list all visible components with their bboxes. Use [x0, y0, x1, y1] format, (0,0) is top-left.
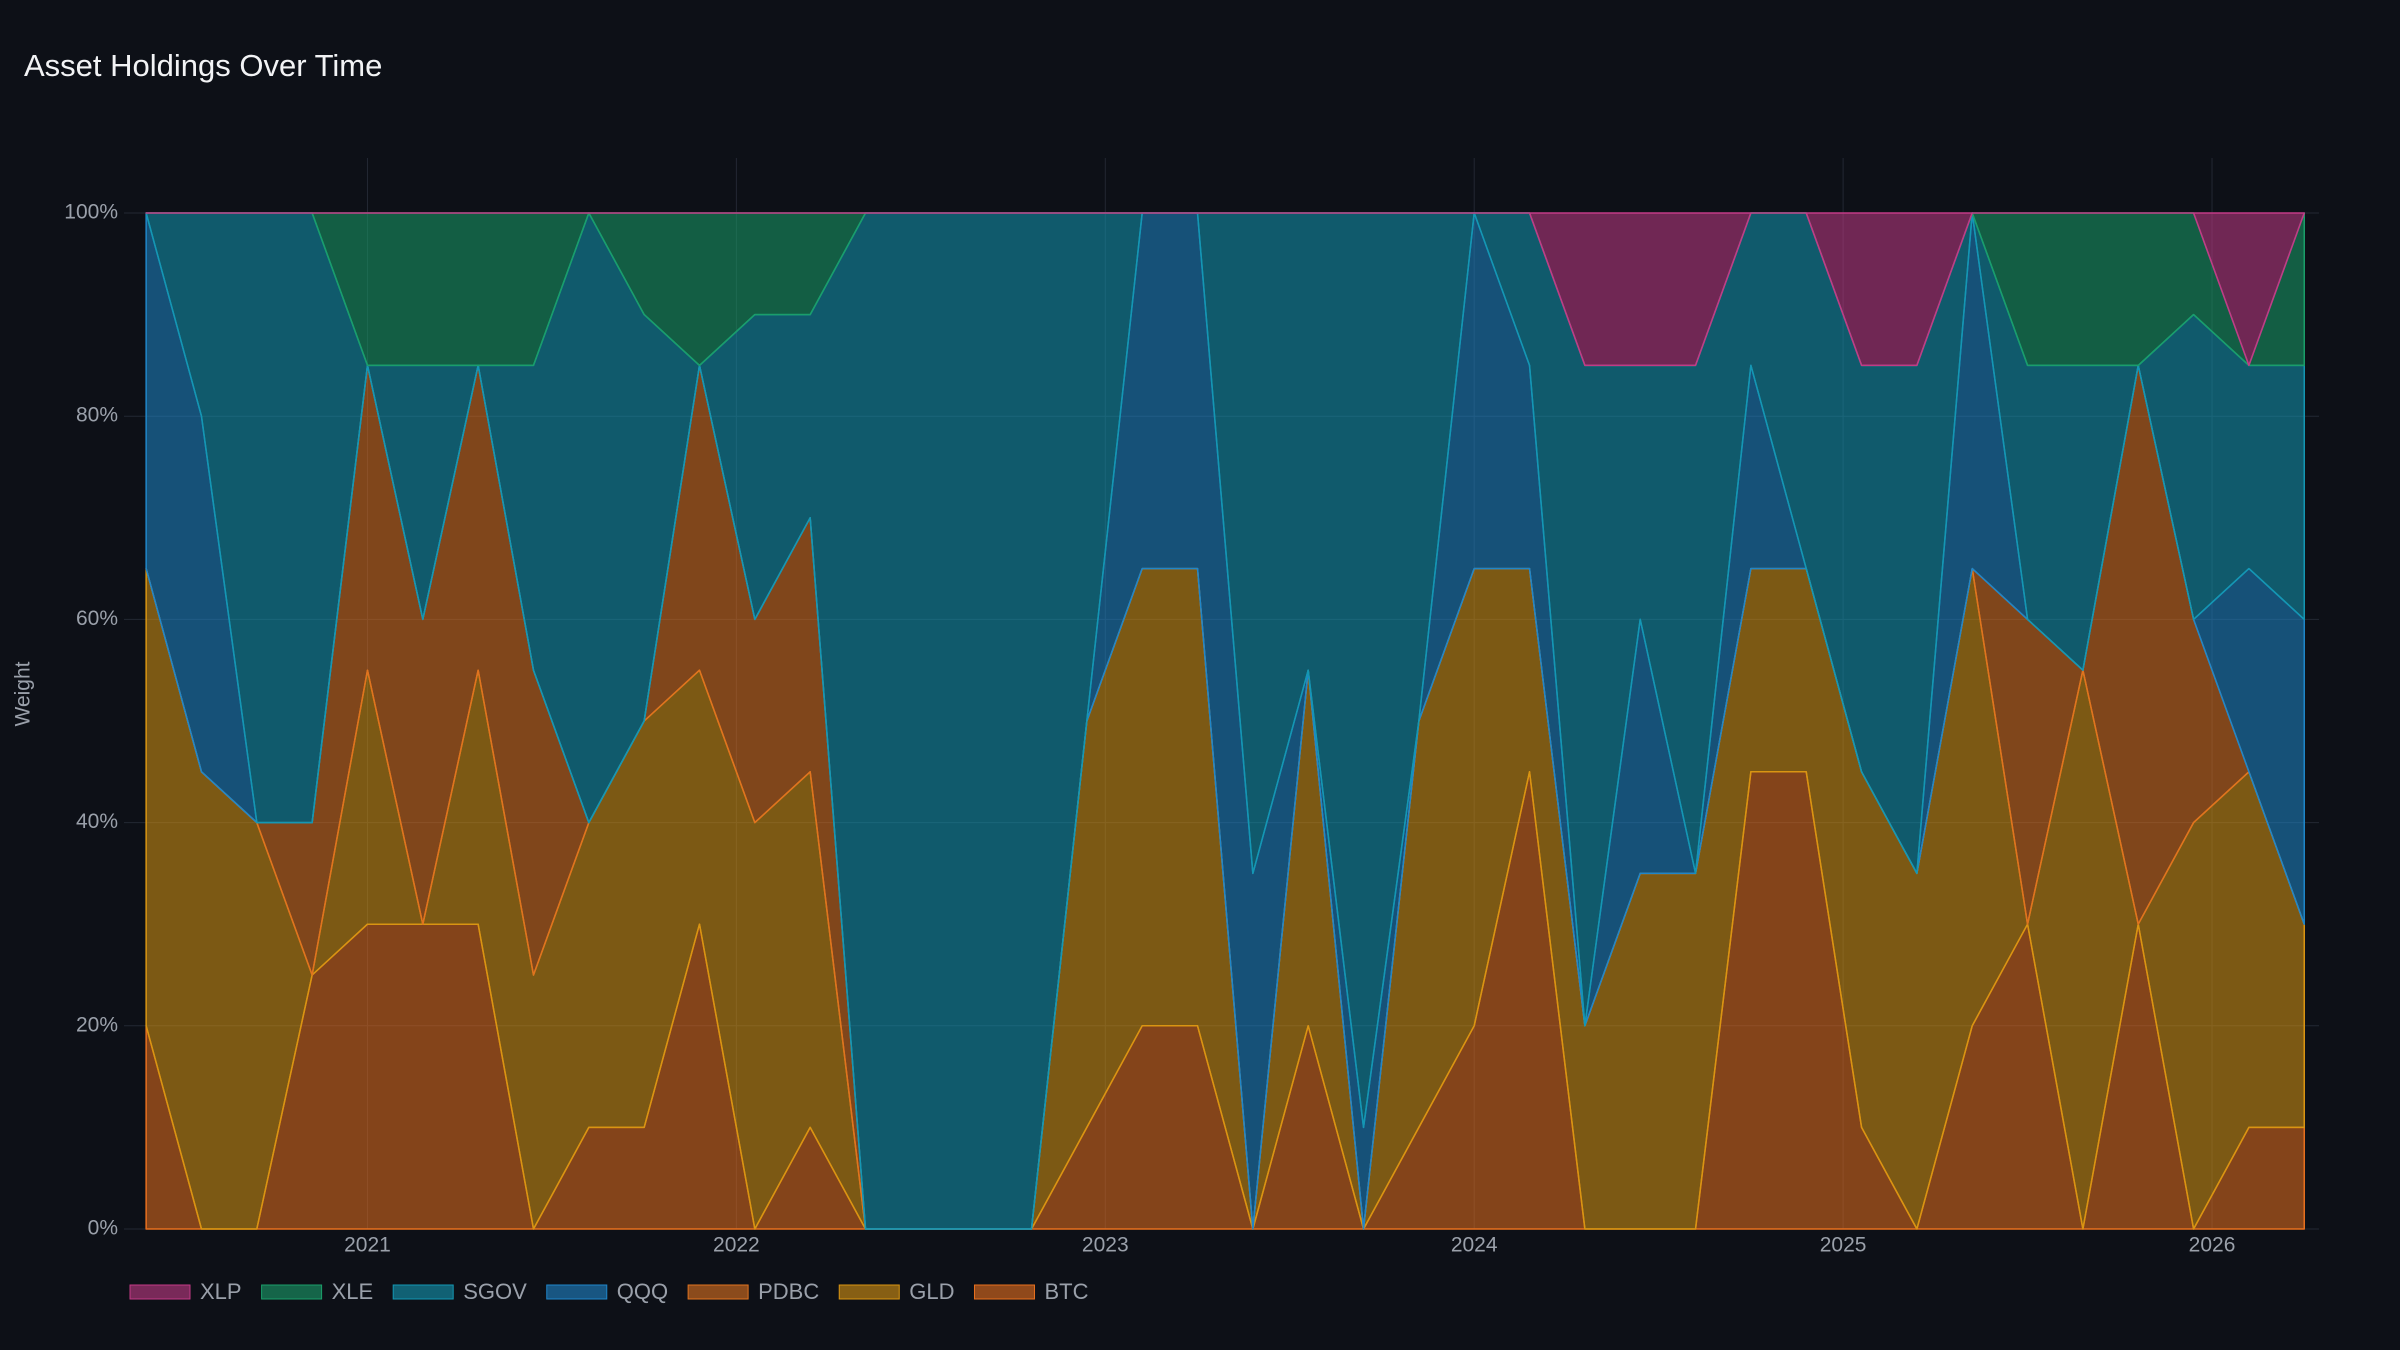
legend-swatch — [687, 1284, 749, 1300]
legend-swatch — [261, 1284, 323, 1300]
legend-label: XLE — [332, 1279, 374, 1304]
legend-swatch — [973, 1284, 1035, 1300]
y-tick-label: 40% — [76, 810, 118, 833]
y-tick-label: 60% — [76, 607, 118, 630]
legend-label: GLD — [909, 1279, 954, 1304]
legend-label: BTC — [1044, 1279, 1088, 1304]
y-tick-label: 100% — [64, 201, 118, 224]
legend-label: SGOV — [463, 1279, 527, 1304]
y-tick-label: 0% — [88, 1217, 118, 1240]
y-axis-label: Weight — [12, 661, 35, 726]
legend-swatch — [838, 1284, 900, 1300]
legend-swatch — [129, 1284, 191, 1300]
legend-label: PDBC — [758, 1279, 819, 1304]
x-tick-label: 2023 — [1082, 1234, 1129, 1257]
legend-swatch — [392, 1284, 454, 1300]
x-tick-label: 2024 — [1451, 1234, 1498, 1257]
area — [145, 212, 2305, 367]
legend-label: XLP — [200, 1279, 242, 1304]
x-tick-label: 2026 — [2189, 1234, 2236, 1257]
legend-label: QQQ — [617, 1279, 668, 1304]
y-tick-label: 80% — [76, 404, 118, 427]
x-tick-label: 2021 — [344, 1234, 391, 1257]
x-tick-label: 2022 — [713, 1234, 760, 1257]
chart-title: Asset Holdings Over Time — [24, 48, 382, 83]
x-tick-label: 2025 — [1820, 1234, 1867, 1257]
y-tick-label: 20% — [76, 1013, 118, 1036]
legend-swatch — [546, 1284, 608, 1300]
